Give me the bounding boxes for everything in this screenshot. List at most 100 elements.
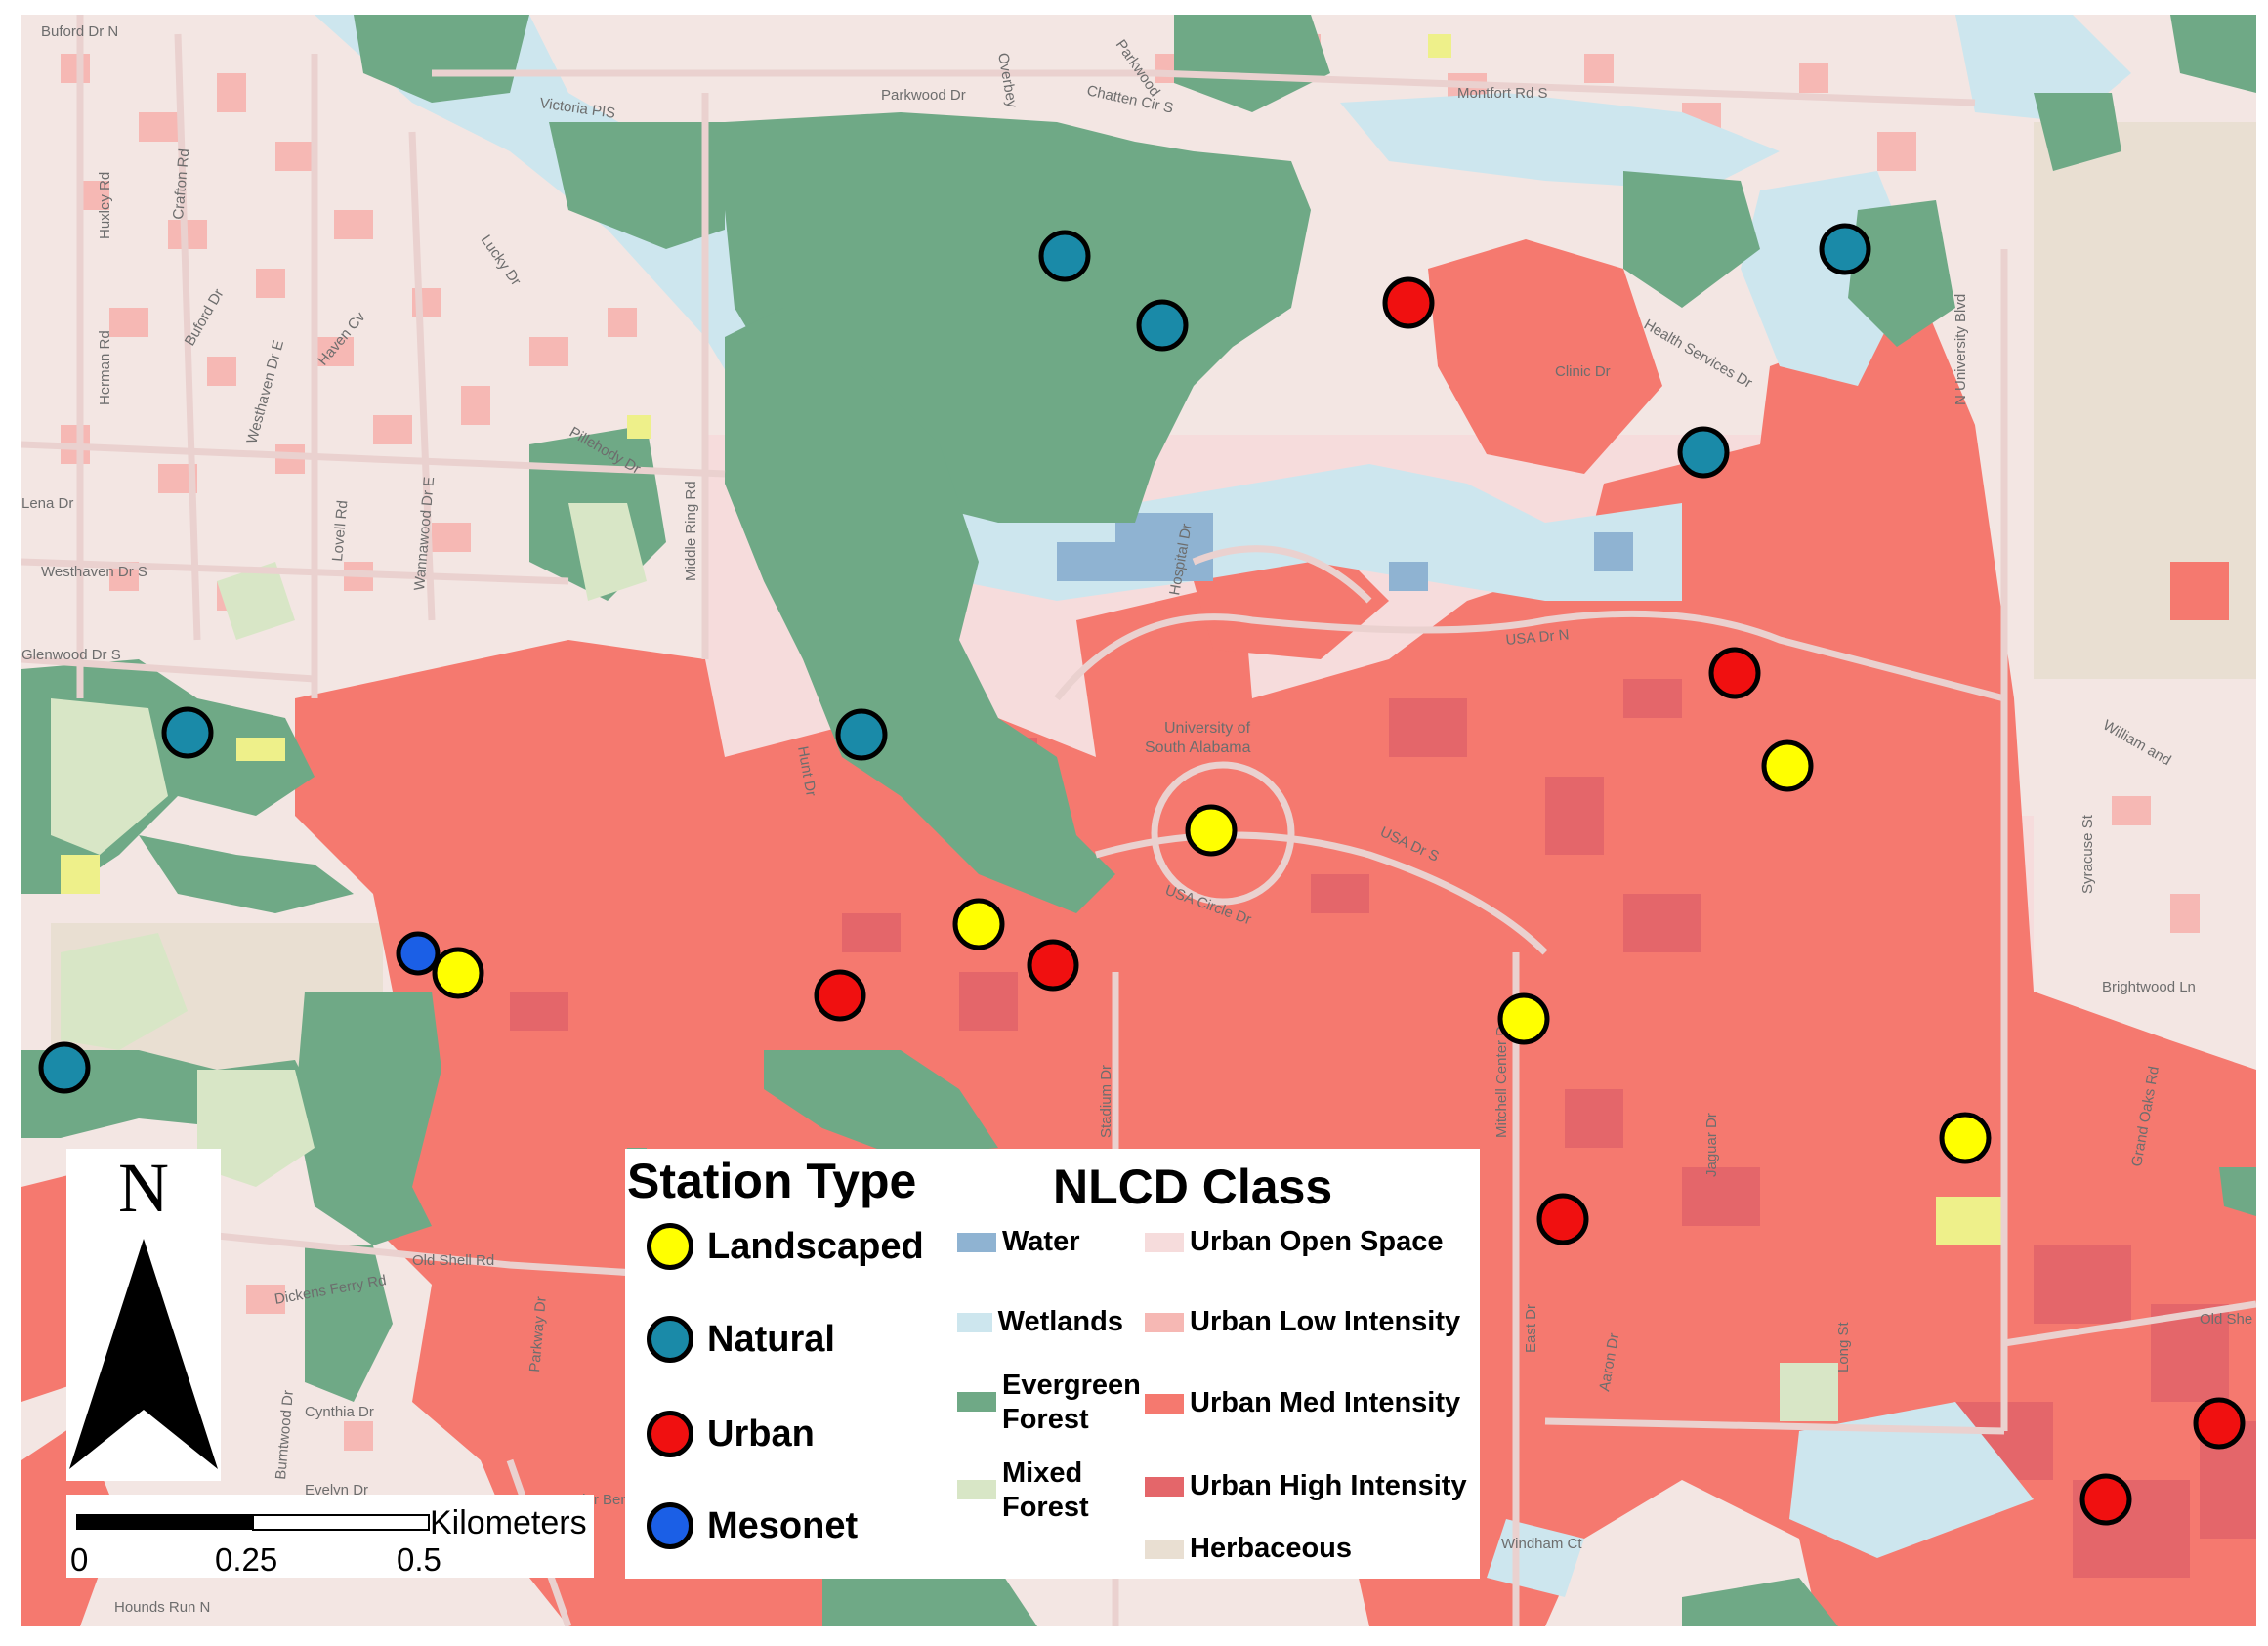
- legend-label: Water: [1002, 1226, 1080, 1257]
- land-cover-map[interactable]: Buford Dr N Victoria PIS Parkwood Dr Chatte…: [21, 15, 2256, 1626]
- legend-nlcd-class-title: NLCD Class: [1053, 1160, 1333, 1214]
- street-label: Evelyn Dr: [305, 1482, 368, 1498]
- legend-item-urban-low-intensity: Urban Low Intensity: [1145, 1305, 1460, 1339]
- street-label: Buford Dr N: [41, 23, 118, 40]
- street-label: Stadium Dr: [1098, 1065, 1114, 1138]
- street-label: Brightwood Ln: [2102, 979, 2196, 995]
- mixed-forest-areas: [51, 503, 1838, 1421]
- legend-label: Herbaceous: [1190, 1533, 1353, 1564]
- water-swatch: [957, 1233, 996, 1252]
- mesonet-marker-icon: [647, 1502, 693, 1549]
- scale-tick-2: 0.5: [397, 1541, 441, 1578]
- legend-label: Urban Low Intensity: [1190, 1306, 1461, 1337]
- natural-station-marker[interactable]: [1038, 230, 1091, 282]
- herbaceous-swatch: [1145, 1540, 1184, 1559]
- street-label: Jaguar Dr: [1703, 1113, 1720, 1177]
- legend-item-wetlands: Wetlands: [957, 1305, 1123, 1339]
- legend-label: Urban: [707, 1413, 815, 1455]
- landscaped-station-marker[interactable]: [1761, 739, 1814, 792]
- natural-station-marker[interactable]: [1136, 299, 1189, 352]
- legend-item-urban-open-space: Urban Open Space: [1145, 1225, 1443, 1259]
- north-arrow: N: [66, 1149, 221, 1481]
- street-label: Glenwood Dr S: [21, 647, 121, 663]
- stations: [38, 223, 2246, 1526]
- mesonet-station-marker[interactable]: [396, 931, 441, 976]
- legend-label: Urban High Intensity: [1190, 1470, 1467, 1501]
- urban-station-marker[interactable]: [1708, 647, 1761, 699]
- street-label: Middle Ring Rd: [683, 481, 699, 581]
- urban-station-marker[interactable]: [814, 969, 866, 1022]
- urban-open-space-swatch: [1145, 1233, 1184, 1252]
- natural-station-marker[interactable]: [38, 1041, 91, 1094]
- legend-item-herbaceous: Herbaceous: [1145, 1532, 1352, 1566]
- legend: Station Type NLCD Class Landscaped Natur…: [625, 1149, 1480, 1579]
- urban-high-intensity-swatch: [1145, 1477, 1184, 1497]
- street-label: USA Dr N: [1505, 626, 1570, 649]
- north-letter: N: [118, 1149, 169, 1227]
- legend-item-mesonet: Mesonet: [647, 1498, 858, 1553]
- legend-label: Mesonet: [707, 1504, 859, 1546]
- scale-unit: Kilometers: [430, 1504, 587, 1541]
- legend-station-type-title: Station Type: [627, 1154, 917, 1208]
- legend-item-urban-med-intensity: Urban Med Intensity: [1145, 1386, 1460, 1420]
- landscaped-station-marker[interactable]: [952, 898, 1005, 950]
- campus-label-line1: University of: [1164, 720, 1251, 737]
- street-label: Montfort Rd S: [1457, 85, 1548, 102]
- water-areas: [1057, 513, 1633, 591]
- street-label: Parkwood Dr: [881, 87, 966, 104]
- landscaped-station-marker[interactable]: [432, 947, 484, 999]
- natural-station-marker[interactable]: [161, 706, 214, 759]
- street-label: Cynthia Dr: [305, 1404, 374, 1420]
- legend-label: Landscaped: [707, 1225, 924, 1267]
- scale-tick-0: 0: [70, 1541, 89, 1578]
- natural-station-marker[interactable]: [1677, 426, 1730, 479]
- scale-bar-white-segment: [252, 1514, 430, 1531]
- scale-bar-black-segment: [76, 1514, 252, 1530]
- landscaped-station-marker[interactable]: [1497, 992, 1550, 1045]
- legend-label: Wetlands: [997, 1306, 1123, 1337]
- evergreen-forest-swatch: [957, 1392, 996, 1412]
- legend-label: Urban Open Space: [1190, 1226, 1444, 1257]
- street-label: N University Blvd: [1953, 294, 1969, 405]
- street-label: Long St: [1835, 1321, 1852, 1372]
- urban-station-marker[interactable]: [1382, 276, 1435, 329]
- landscaped-marker-icon: [647, 1223, 693, 1270]
- street-label: Crafton Rd: [170, 148, 192, 221]
- legend-label: Urban Med Intensity: [1190, 1387, 1461, 1418]
- landscaped-station-marker[interactable]: [1185, 804, 1238, 857]
- legend-label: Evergreen Forest: [1002, 1370, 1141, 1435]
- legend-item-landscaped: Landscaped: [647, 1219, 924, 1274]
- legend-item-urban: Urban: [647, 1407, 815, 1461]
- scale-tick-1: 0.25: [215, 1541, 278, 1578]
- urban-station-marker[interactable]: [1536, 1193, 1589, 1245]
- wetlands-swatch: [957, 1313, 992, 1332]
- street-label: Parkway Dr: [526, 1296, 550, 1373]
- natural-station-marker[interactable]: [1819, 223, 1871, 275]
- legend-item-natural: Natural: [647, 1312, 835, 1367]
- street-label: Lena Dr: [21, 495, 73, 512]
- urban-station-marker[interactable]: [1027, 939, 1079, 992]
- legend-item-evergreen-forest: Evergreen Forest: [957, 1369, 1153, 1437]
- urban-low-intensity-swatch: [1145, 1313, 1184, 1332]
- legend-item-urban-high-intensity: Urban High Intensity: [1145, 1469, 1467, 1503]
- urban-station-marker[interactable]: [2193, 1397, 2246, 1450]
- street-label: Herman Rd: [97, 330, 113, 405]
- street-label: Lovell Rd: [329, 500, 351, 563]
- street-label: East Dr: [1523, 1304, 1539, 1353]
- scale-bar: 0 0.25 0.5 Kilometers: [66, 1495, 594, 1578]
- natural-station-marker[interactable]: [835, 708, 888, 761]
- street-label: Westhaven Dr S: [41, 564, 147, 580]
- urban-marker-icon: [647, 1411, 693, 1457]
- campus-label-line2: South Alabama: [1145, 739, 1251, 756]
- street-label: Old Shell Rd: [412, 1252, 494, 1269]
- legend-label: Mixed Forest: [1002, 1457, 1089, 1523]
- landscaped-station-marker[interactable]: [1939, 1112, 1992, 1164]
- urban-station-marker[interactable]: [2079, 1473, 2132, 1526]
- mixed-forest-swatch: [957, 1480, 996, 1499]
- street-label: Clinic Dr: [1555, 363, 1611, 380]
- legend-label: Natural: [707, 1318, 835, 1360]
- yellow-herb-patches: [61, 34, 2004, 1245]
- urban-med-intensity-swatch: [1145, 1394, 1184, 1414]
- street-label: Mitchell Center Dr: [1493, 1021, 1510, 1138]
